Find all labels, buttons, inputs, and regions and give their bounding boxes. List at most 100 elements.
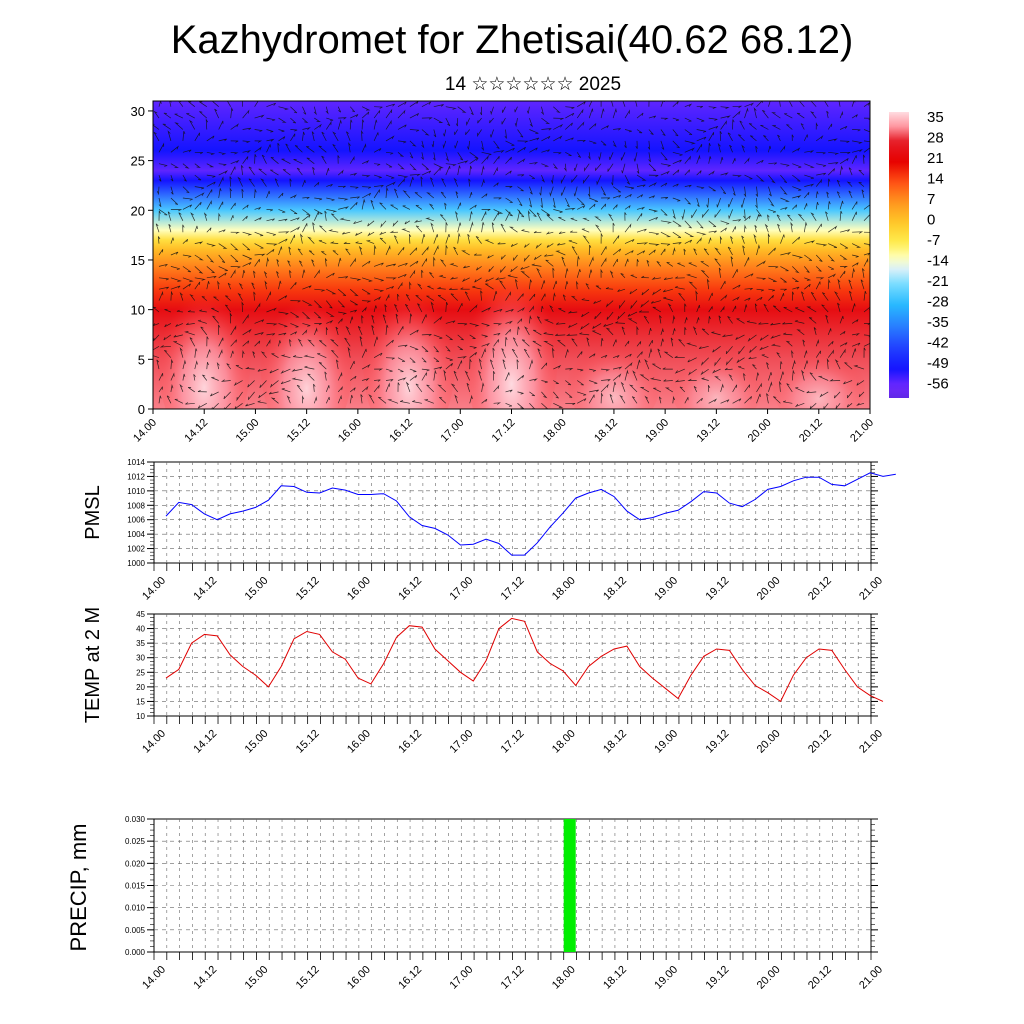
x-tick-label: 19.12 <box>695 417 723 445</box>
x-tick-label: 18.12 <box>601 964 629 992</box>
x-tick-label: 20.00 <box>746 417 774 445</box>
temperature-wind-section: 0 5 10 15 20 25 30 14.00 14.12 15.00 15.12 16.00 16.… <box>131 100 876 445</box>
section-overlays <box>153 101 870 409</box>
x-tick-label: 14.12 <box>191 575 219 603</box>
y-tick-label: 45 <box>136 610 145 619</box>
colorbar-label: -7 <box>927 232 940 249</box>
y-tick-label: 1006 <box>127 516 145 525</box>
x-tick-label: 18.12 <box>601 728 629 756</box>
x-tick-label: 20.12 <box>797 417 825 445</box>
colorbar-label: -21 <box>927 273 949 290</box>
x-tick-label: 20.00 <box>755 964 783 992</box>
y-tick-label: 10 <box>136 712 145 721</box>
x-tick-label: 14.00 <box>131 417 159 445</box>
colorbar-label: -35 <box>927 314 949 331</box>
x-tick-label: 21.00 <box>857 728 885 756</box>
y-tick-label: 0 <box>138 402 145 417</box>
x-tick-label: 15.12 <box>285 417 313 445</box>
x-tick-label: 14.00 <box>140 728 168 756</box>
y-tick-label: 20 <box>131 203 145 218</box>
y-tick-label: 15 <box>131 253 145 268</box>
x-tick-label: 14.12 <box>191 728 219 756</box>
x-tick-label: 14.00 <box>140 575 168 603</box>
x-tick-label: 19.00 <box>652 575 680 603</box>
x-tick-label: 18.00 <box>550 575 578 603</box>
warm-cell <box>158 275 251 409</box>
x-tick-label: 21.00 <box>848 417 876 445</box>
chart-title: Kazhydromet for Zhetisai(40.62 68.12) <box>170 18 854 62</box>
x-tick-label: 19.12 <box>704 964 732 992</box>
pmsl-panel: 14.00 14.12 15.00 15.12 16.00 16.12 17.00 17.12… <box>82 458 896 603</box>
x-tick-label: 17.12 <box>499 728 527 756</box>
x-tick-label: 20.00 <box>755 728 783 756</box>
y-tick-label: 30 <box>136 654 145 663</box>
y-tick-label: 1010 <box>127 487 145 496</box>
y-tick-label: 30 <box>131 104 145 119</box>
x-tick-label: 17.12 <box>499 964 527 992</box>
y-tick-label: 1004 <box>127 530 145 539</box>
x-tick-label: 16.00 <box>345 575 373 603</box>
y-tick-label: 1012 <box>127 472 145 481</box>
colorbar-label: 35 <box>927 109 944 126</box>
x-tick-label: 20.00 <box>755 575 783 603</box>
colorbar: 35 28 21 14 7 0 -7 -14 -21 -28 -35 -42 -49 -56 <box>889 109 949 398</box>
y-tick-label: 15 <box>136 697 145 706</box>
warm-cell <box>670 342 763 409</box>
y-tick-label: 1000 <box>127 559 145 568</box>
x-tick-label: 15.12 <box>294 575 322 603</box>
x-tick-label: 18.12 <box>601 575 629 603</box>
x-tick-label: 15.00 <box>243 575 271 603</box>
y-tick-label: 0.010 <box>125 904 146 913</box>
colorbar-label: -28 <box>927 294 949 311</box>
x-tick-label: 20.12 <box>806 728 834 756</box>
x-tick-label: 21.00 <box>857 575 885 603</box>
x-tick-label: 14.00 <box>140 964 168 992</box>
temp-2m-panel: 14.00 14.12 15.00 15.12 16.00 16.12 17.00 17.12… <box>82 607 885 756</box>
x-tick-label: 19.12 <box>704 575 732 603</box>
x-tick-label: 16.00 <box>345 964 373 992</box>
x-tick-label: 16.00 <box>345 728 373 756</box>
precip-panel: 14.00 14.12 15.00 15.12 16.00 16.12 17.00 17.12… <box>66 815 885 992</box>
x-tick-label: 15.00 <box>243 964 271 992</box>
x-tick-label: 15.12 <box>294 728 322 756</box>
y-tick-label: 0.000 <box>125 948 146 957</box>
colorbar-fill <box>889 112 909 398</box>
warm-cell <box>567 335 661 409</box>
y-tick-label: 40 <box>136 625 145 634</box>
y-tick-label: 0.020 <box>125 859 146 868</box>
colorbar-label: -56 <box>927 376 949 393</box>
y-tick-label: 0.025 <box>125 837 146 846</box>
x-tick-label: 16.12 <box>396 575 424 603</box>
x-tick-label: 17.00 <box>438 417 466 445</box>
x-tick-label: 20.12 <box>806 575 834 603</box>
precip-bar <box>563 819 576 952</box>
y-tick-label: 10 <box>131 303 145 318</box>
y-tick-label: 1008 <box>127 501 145 510</box>
colorbar-label: -49 <box>927 355 949 372</box>
x-tick-label: 15.12 <box>294 964 322 992</box>
x-tick-label: 16.12 <box>387 417 415 445</box>
x-tick-label: 19.12 <box>704 728 732 756</box>
y-axis-label: TEMP at 2 M <box>82 607 104 723</box>
x-tick-label: 17.00 <box>447 728 475 756</box>
y-tick-label: 0.015 <box>125 882 146 891</box>
warm-cell <box>465 255 558 409</box>
x-tick-label: 18.00 <box>550 728 578 756</box>
x-tick-label: 19.00 <box>652 728 680 756</box>
colorbar-label: 14 <box>927 171 944 188</box>
x-tick-label: 17.00 <box>447 964 475 992</box>
x-tick-label: 18.12 <box>592 417 620 445</box>
x-tick-label: 21.00 <box>857 964 885 992</box>
x-tick-label: 16.12 <box>396 728 424 756</box>
x-tick-label: 15.00 <box>234 417 262 445</box>
colorbar-label: 21 <box>927 150 944 167</box>
colorbar-label: -42 <box>927 335 949 352</box>
x-tick-label: 19.00 <box>652 964 680 992</box>
series-line <box>165 617 884 703</box>
y-tick-label: 5 <box>138 352 145 367</box>
y-tick-label: 20 <box>136 683 145 692</box>
x-tick-label: 17.12 <box>499 575 527 603</box>
colorbar-label: 7 <box>927 191 935 208</box>
colorbar-label: 0 <box>927 212 935 229</box>
